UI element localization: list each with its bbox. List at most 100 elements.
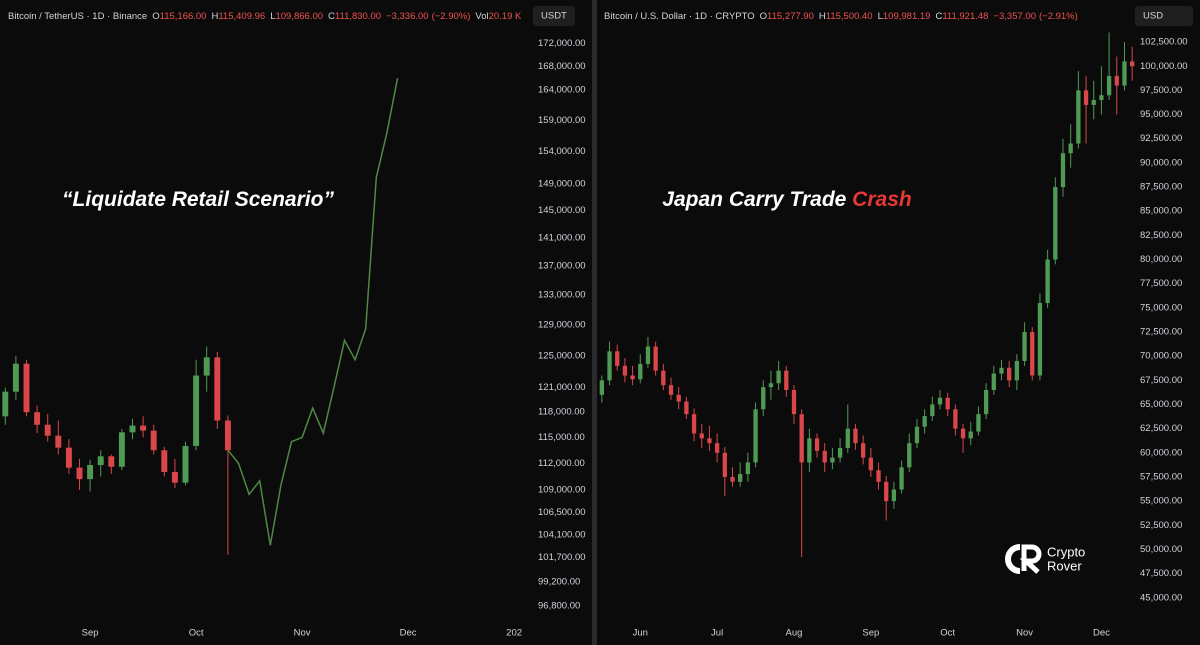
x-tick-label: Oct: [189, 628, 204, 639]
candle-body: [830, 457, 835, 463]
candle-body: [768, 383, 774, 388]
candle-body: [44, 424, 51, 436]
panel-divider: [592, 0, 597, 645]
currency-label: USDT: [541, 11, 567, 22]
y-tick-label: 149,000.00: [538, 179, 586, 190]
y-tick-label: 168,000.00: [538, 61, 586, 72]
change: −3,357.00: [993, 11, 1036, 22]
candle-body: [930, 404, 935, 417]
y-tick-label: 57,500.00: [1140, 471, 1182, 482]
candle-body: [976, 414, 981, 432]
y-tick-label: 60,000.00: [1140, 447, 1182, 458]
candle-body: [607, 351, 612, 381]
candle-body: [668, 385, 674, 395]
candle-body: [714, 443, 720, 453]
candle-body: [922, 416, 927, 427]
candle-body: [761, 387, 766, 410]
y-tick-label: 77,500.00: [1140, 278, 1182, 289]
y-tick-label: 67,500.00: [1140, 375, 1182, 386]
legend-key: O: [760, 11, 767, 22]
candle-body: [799, 414, 804, 463]
currency-label: USD: [1143, 11, 1163, 22]
y-tick-label: 87,500.00: [1140, 182, 1182, 193]
y-tick-label: 137,000.00: [538, 261, 586, 272]
candle-body: [1130, 61, 1135, 67]
candle-body: [638, 363, 643, 380]
candle-body: [140, 425, 147, 431]
currency-box: [533, 6, 575, 26]
candle-body: [193, 375, 200, 446]
candle-body: [661, 370, 666, 386]
chart-legend: Bitcoin / TetherUS · 1D · Binance O115,16…: [8, 11, 522, 22]
legend-value: 115,166.00: [160, 11, 207, 22]
y-tick-label: 50,000.00: [1140, 544, 1182, 555]
x-tick-label: Nov: [1016, 628, 1033, 639]
candle-body: [814, 438, 820, 451]
candle-body: [707, 438, 712, 444]
y-tick-label: 97,500.00: [1140, 85, 1182, 96]
candle-body: [945, 397, 950, 410]
candle-body: [968, 431, 973, 439]
y-tick-label: 159,000.00: [538, 115, 586, 126]
candle-body: [1037, 303, 1043, 376]
y-tick-label: 52,500.00: [1140, 520, 1182, 531]
candle-body: [853, 428, 858, 444]
y-tick-label: 75,000.00: [1140, 302, 1182, 313]
watermark-line: Rover: [1047, 558, 1082, 573]
candle-body: [1060, 153, 1066, 188]
candle-body: [203, 357, 210, 376]
logo-c: [1005, 544, 1021, 574]
candle-body: [1083, 90, 1089, 105]
candle-body: [776, 370, 781, 384]
legend-key: H: [819, 11, 826, 22]
y-tick-label: 65,000.00: [1140, 399, 1182, 410]
currency-box: [1135, 6, 1193, 26]
candle-body: [630, 375, 635, 380]
candle-body: [645, 346, 651, 364]
symbol: Bitcoin / TetherUS · 1D · Binance: [8, 11, 147, 22]
annotation-part: Crash: [852, 188, 912, 211]
candle-body: [1106, 75, 1112, 96]
y-tick-label: 133,000.00: [538, 290, 586, 301]
candle-body: [1091, 100, 1096, 105]
candle-body: [1053, 187, 1058, 260]
candle-body: [118, 432, 125, 467]
y-tick-label: 109,000.00: [538, 484, 586, 495]
y-tick-label: 172,000.00: [538, 38, 586, 49]
candle-body: [182, 445, 189, 483]
y-tick-label: 141,000.00: [538, 233, 586, 244]
candle-body: [12, 363, 19, 392]
x-tick-label: Nov: [294, 628, 311, 639]
annotation: Japan Carry Trade Crash: [662, 188, 911, 211]
candle-body: [171, 472, 178, 483]
x-tick-label: Aug: [786, 628, 803, 639]
change-pct: (−2.90%): [432, 11, 471, 22]
y-tick-label: 62,500.00: [1140, 423, 1182, 434]
y-tick-label: 72,500.00: [1140, 327, 1182, 338]
legend-value: 115,409.96: [218, 11, 265, 22]
y-tick-label: 95,000.00: [1140, 109, 1182, 120]
projection-line: [227, 78, 399, 546]
y-tick-label: 118,000.00: [538, 407, 585, 418]
candle-body: [55, 435, 62, 448]
y-tick-label: 154,000.00: [538, 146, 586, 157]
y-tick-label: 47,500.00: [1140, 568, 1182, 579]
candle-body: [807, 438, 812, 463]
candle-body: [845, 428, 850, 448]
y-tick-label: 82,500.00: [1140, 230, 1182, 241]
candle-body: [899, 467, 904, 490]
candle-body: [876, 470, 881, 482]
candle-body: [150, 430, 157, 451]
candle-body: [129, 425, 136, 433]
legend-value: 111,921.48: [942, 11, 988, 22]
candle-body: [622, 365, 628, 376]
chart-legend: Bitcoin / U.S. Dollar · 1D · CRYPTO O115,…: [604, 11, 1078, 22]
legend-key: H: [211, 11, 218, 22]
candle-body: [108, 456, 115, 467]
candle-body: [23, 363, 30, 413]
candle-body: [1076, 90, 1081, 144]
x-tick-label: Sep: [862, 628, 879, 639]
candle-body: [699, 433, 704, 439]
y-tick-label: 96,800.00: [538, 600, 580, 611]
candle-body: [76, 467, 83, 480]
